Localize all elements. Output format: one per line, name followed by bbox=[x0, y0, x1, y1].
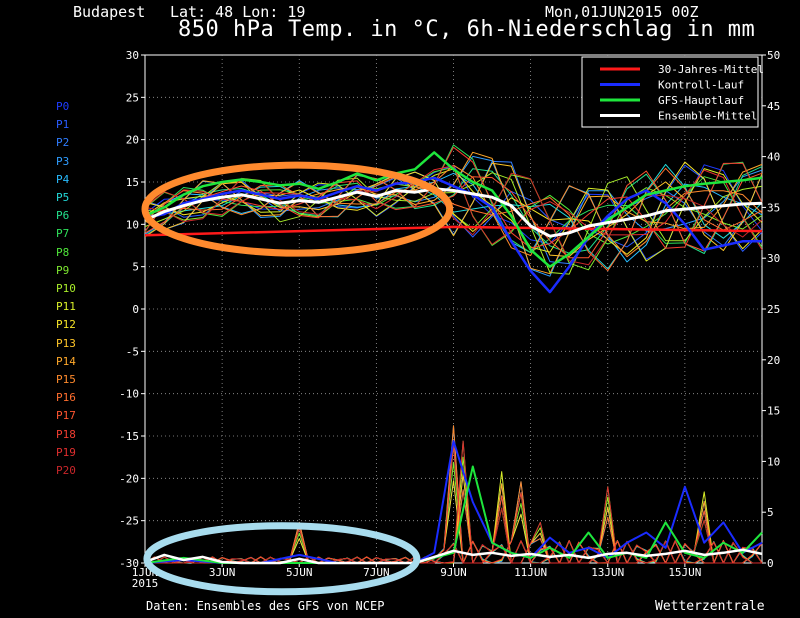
run-time-label: Mon,01JUN2015 00Z bbox=[545, 3, 699, 21]
member-temp-line bbox=[144, 151, 763, 275]
chart-title: 850 hPa Temp. in °C, 6h-Niederschlag in … bbox=[178, 17, 756, 42]
member-label-p7: P7 bbox=[56, 227, 70, 241]
control-temp-line bbox=[144, 176, 762, 294]
annotation-ellipse-2 bbox=[143, 522, 421, 596]
legend-label: Ensemble-Mittel bbox=[658, 110, 757, 123]
legend-label: GFS-Hauptlauf bbox=[658, 94, 744, 107]
x-tick-label: 3JUN bbox=[209, 566, 236, 579]
x-tick-label: 11JUN bbox=[514, 566, 547, 579]
climatology-line bbox=[144, 225, 763, 237]
member-label-p9: P9 bbox=[56, 263, 70, 277]
annotation-ellipse-1 bbox=[141, 161, 454, 257]
y2-tick-label: 15 bbox=[767, 405, 780, 418]
member-label-p10: P10 bbox=[56, 282, 76, 295]
y-tick-label: 15 bbox=[126, 176, 139, 189]
y2-tick-label: 35 bbox=[767, 201, 780, 214]
member-label-p20: P20 bbox=[56, 464, 76, 477]
y-tick-label: -20 bbox=[119, 472, 139, 485]
member-label-p14: P14 bbox=[56, 354, 76, 368]
member-label-p8: P8 bbox=[56, 245, 70, 259]
y-tick-label: 25 bbox=[126, 91, 139, 104]
member-label-p0: P0 bbox=[56, 100, 70, 113]
y2-tick-label: 25 bbox=[767, 303, 780, 316]
member-label-p4: P4 bbox=[56, 172, 70, 186]
member-temp-line bbox=[144, 162, 763, 257]
x-tick-label: 13JUN bbox=[591, 566, 624, 579]
brand-label: Wetterzentrale bbox=[655, 599, 765, 614]
coords-label: Lat: 48 Lon: 19 bbox=[170, 3, 306, 21]
y2-tick-label: 5 bbox=[767, 506, 774, 519]
member-temp-line bbox=[144, 170, 763, 259]
y2-tick-label: 20 bbox=[767, 354, 780, 367]
y-tick-label: 0 bbox=[132, 303, 139, 316]
member-label-p13: P13 bbox=[56, 336, 76, 350]
member-label-p16: P16 bbox=[56, 391, 76, 405]
y2-tick-label: 10 bbox=[767, 455, 780, 468]
member-label-p5: P5 bbox=[56, 191, 70, 204]
member-temp-line bbox=[144, 165, 763, 250]
y-tick-label: -5 bbox=[126, 345, 139, 358]
x-tick-sublabel: 2015 bbox=[132, 577, 159, 590]
source-label: Daten: Ensembles des GFS von NCEP bbox=[146, 599, 385, 613]
x-tick-label: 9JUN bbox=[440, 566, 467, 579]
member-temp-line bbox=[144, 167, 763, 272]
y2-tick-label: 0 bbox=[767, 557, 774, 570]
y2-tick-label: 45 bbox=[767, 100, 780, 113]
member-label-p15: P15 bbox=[56, 373, 76, 386]
member-label-p2: P2 bbox=[56, 136, 70, 150]
member-label-p3: P3 bbox=[56, 154, 70, 168]
gfs-main-temp-line bbox=[144, 151, 763, 268]
member-temp-line bbox=[144, 144, 763, 254]
y-tick-label: 30 bbox=[126, 49, 139, 62]
member-precip-line bbox=[144, 440, 763, 564]
y-tick-label: 20 bbox=[126, 134, 139, 147]
member-label-p12: P12 bbox=[56, 318, 76, 332]
ensemble-mean-precip-line bbox=[144, 548, 763, 565]
member-label-p6: P6 bbox=[56, 209, 70, 223]
x-tick-label: 7JUN bbox=[363, 566, 390, 579]
legend-label: Kontroll-Lauf bbox=[658, 79, 744, 92]
member-label-p17: P17 bbox=[56, 409, 76, 423]
member-label-p11: P11 bbox=[56, 300, 76, 314]
y2-tick-label: 50 bbox=[767, 49, 780, 62]
y2-tick-label: 40 bbox=[767, 151, 780, 164]
member-temp-line bbox=[144, 164, 763, 258]
x-tick-label: 5JUN bbox=[286, 566, 313, 579]
y-tick-label: -30 bbox=[119, 557, 139, 570]
location-label: Budapest bbox=[73, 3, 146, 21]
member-temp-line bbox=[144, 146, 763, 249]
y-tick-label: 10 bbox=[126, 218, 139, 231]
ensemble-mean-temp-line bbox=[144, 187, 763, 238]
y2-tick-label: 30 bbox=[767, 252, 780, 265]
y-tick-label: 5 bbox=[132, 261, 139, 274]
member-label-p18: P18 bbox=[56, 427, 76, 441]
member-label-p19: P19 bbox=[56, 445, 76, 459]
legend-label: 30-Jahres-Mittel bbox=[658, 63, 764, 76]
y-tick-label: -15 bbox=[119, 430, 139, 443]
y-tick-label: -10 bbox=[119, 388, 139, 401]
x-tick-label: 15JUN bbox=[668, 566, 701, 579]
member-label-p1: P1 bbox=[56, 118, 70, 132]
y-tick-label: -25 bbox=[119, 515, 139, 528]
